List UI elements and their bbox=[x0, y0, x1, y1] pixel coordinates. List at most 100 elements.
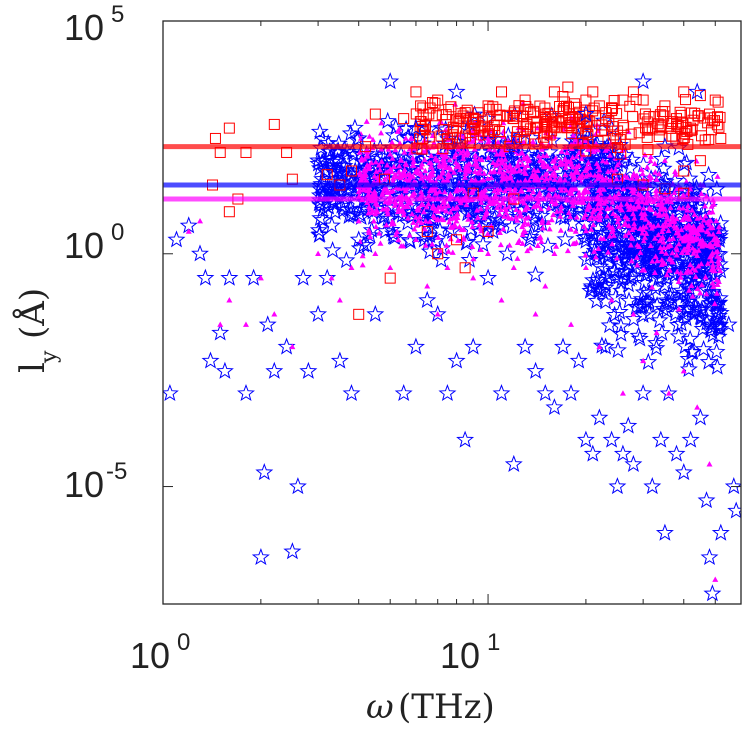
triangle-marker bbox=[521, 155, 528, 162]
star-marker bbox=[346, 161, 365, 179]
triangle-marker bbox=[640, 226, 647, 233]
triangle-marker bbox=[506, 242, 513, 248]
square-marker bbox=[432, 248, 444, 260]
star-marker bbox=[430, 221, 449, 239]
triangle-marker bbox=[581, 223, 588, 229]
triangle-marker bbox=[689, 245, 696, 251]
triangle-marker bbox=[634, 242, 641, 248]
triangle-marker bbox=[639, 230, 646, 236]
triangle-marker bbox=[679, 216, 686, 223]
triangle-marker bbox=[675, 240, 682, 247]
triangle-marker bbox=[631, 186, 638, 192]
star-marker bbox=[700, 547, 719, 566]
triangle-marker bbox=[494, 139, 501, 145]
triangle-marker bbox=[443, 208, 450, 214]
star-marker bbox=[381, 72, 400, 90]
triangle-marker bbox=[626, 206, 633, 212]
square-marker bbox=[417, 132, 429, 144]
triangle-marker bbox=[411, 226, 418, 232]
triangle-marker bbox=[637, 249, 644, 255]
triangle-marker bbox=[500, 199, 507, 206]
mean-lines-layer bbox=[163, 144, 741, 202]
triangle-marker bbox=[402, 135, 409, 141]
triangle-marker bbox=[684, 207, 691, 213]
star-marker bbox=[457, 233, 476, 251]
x-axis-unit: (THz) bbox=[398, 687, 495, 727]
triangle-marker bbox=[676, 204, 683, 211]
star-marker bbox=[612, 324, 630, 342]
y-tick-base: 10 bbox=[64, 225, 104, 266]
triangle-marker bbox=[713, 217, 720, 224]
star-marker bbox=[560, 156, 579, 174]
triangle-marker bbox=[447, 191, 454, 197]
square-marker bbox=[627, 86, 639, 98]
star-marker bbox=[727, 501, 741, 519]
triangle-marker bbox=[469, 243, 476, 250]
triangle-marker bbox=[599, 157, 606, 164]
triangle-marker bbox=[681, 246, 688, 252]
triangle-marker bbox=[572, 228, 579, 234]
star-marker bbox=[414, 225, 433, 243]
triangle-marker bbox=[671, 189, 678, 196]
triangle-marker bbox=[392, 146, 399, 153]
triangle-marker bbox=[684, 190, 691, 196]
square-marker bbox=[618, 122, 630, 134]
triangle-marker bbox=[653, 329, 660, 336]
triangle-marker bbox=[365, 209, 372, 216]
triangle-marker bbox=[490, 159, 497, 165]
star-marker bbox=[344, 205, 363, 223]
triangle-marker bbox=[526, 186, 533, 192]
triangle-marker bbox=[423, 203, 430, 210]
triangle-marker bbox=[465, 168, 472, 174]
square-marker bbox=[653, 130, 665, 142]
triangle-marker bbox=[709, 208, 716, 215]
square-marker bbox=[546, 125, 558, 137]
triangle-marker bbox=[496, 202, 503, 208]
triangle-marker bbox=[673, 244, 680, 250]
square-marker bbox=[537, 131, 549, 143]
triangle-marker bbox=[673, 252, 680, 258]
triangle-marker bbox=[524, 204, 531, 211]
triangle-marker bbox=[428, 159, 435, 166]
triangle-marker bbox=[389, 218, 396, 225]
square-marker bbox=[519, 94, 531, 106]
star-marker bbox=[318, 268, 337, 286]
star-marker bbox=[258, 315, 277, 333]
triangle-marker bbox=[518, 150, 525, 156]
star-marker bbox=[591, 257, 610, 275]
triangle-marker bbox=[717, 267, 724, 274]
star-marker bbox=[709, 327, 728, 345]
triangle-marker bbox=[399, 207, 406, 213]
triangle-marker bbox=[557, 213, 564, 219]
triangle-marker bbox=[422, 242, 429, 248]
square-marker bbox=[689, 107, 701, 119]
triangle-marker bbox=[570, 202, 577, 208]
star-marker bbox=[687, 271, 706, 289]
star-marker bbox=[309, 304, 328, 322]
triangle-marker bbox=[670, 235, 677, 241]
star-marker bbox=[400, 196, 419, 214]
triangle-marker bbox=[564, 149, 571, 156]
triangle-marker bbox=[690, 229, 697, 235]
triangle-marker bbox=[538, 238, 545, 244]
star-marker bbox=[438, 383, 457, 402]
triangle-marker bbox=[653, 176, 660, 182]
triangle-marker bbox=[654, 257, 661, 264]
star-marker bbox=[640, 283, 659, 301]
star-marker bbox=[621, 159, 640, 177]
triangle-marker bbox=[470, 274, 477, 281]
square-marker bbox=[686, 124, 698, 136]
triangle-marker bbox=[440, 156, 447, 163]
triangle-marker bbox=[484, 204, 491, 210]
triangle-marker bbox=[631, 220, 638, 227]
star-marker bbox=[215, 361, 234, 379]
triangle-marker bbox=[502, 156, 509, 162]
triangle-marker bbox=[687, 269, 694, 275]
triangle-marker bbox=[610, 232, 617, 238]
triangle-marker bbox=[445, 202, 452, 208]
square-marker bbox=[482, 100, 494, 112]
triangle-marker bbox=[658, 248, 665, 254]
triangle-marker bbox=[502, 164, 509, 170]
star-marker bbox=[504, 454, 523, 472]
triangle-marker bbox=[468, 138, 475, 144]
